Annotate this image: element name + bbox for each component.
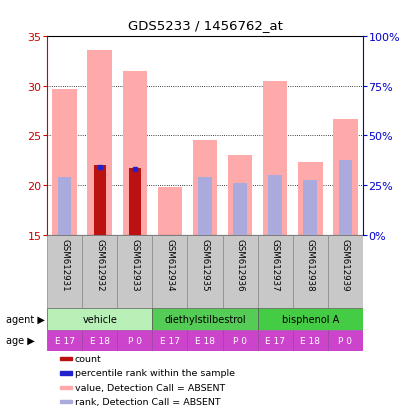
Bar (297, 163, 322, 235)
Bar (268, 176, 281, 235)
Text: GDS5233 / 1456762_at: GDS5233 / 1456762_at (127, 19, 282, 31)
Bar (332, 119, 357, 235)
Text: E 18: E 18 (195, 336, 214, 345)
Text: P 0: P 0 (128, 336, 142, 345)
FancyBboxPatch shape (187, 330, 222, 351)
Bar (338, 161, 351, 235)
FancyBboxPatch shape (47, 235, 82, 308)
Bar (157, 188, 182, 235)
FancyBboxPatch shape (152, 235, 187, 308)
Text: GSM612936: GSM612936 (235, 239, 244, 291)
Bar (93, 166, 106, 235)
Text: percentile rank within the sample: percentile rank within the sample (74, 368, 234, 377)
Text: rank, Detection Call = ABSENT: rank, Detection Call = ABSENT (74, 397, 220, 406)
Bar (60, 372, 72, 375)
Text: E 17: E 17 (265, 336, 285, 345)
Bar (233, 183, 246, 235)
Text: E 17: E 17 (54, 336, 74, 345)
Bar (60, 357, 72, 360)
FancyBboxPatch shape (222, 330, 257, 351)
FancyBboxPatch shape (152, 308, 257, 330)
Bar (128, 169, 141, 235)
Text: E 18: E 18 (90, 336, 110, 345)
Text: bisphenol A: bisphenol A (281, 314, 338, 324)
FancyBboxPatch shape (257, 308, 362, 330)
FancyBboxPatch shape (47, 330, 82, 351)
Text: GSM612933: GSM612933 (130, 239, 139, 291)
Bar (227, 156, 252, 235)
Text: agent ▶: agent ▶ (6, 314, 45, 324)
Text: vehicle: vehicle (82, 314, 117, 324)
Text: GSM612935: GSM612935 (200, 239, 209, 291)
Bar (198, 178, 211, 235)
Bar (122, 72, 147, 235)
Text: GSM612932: GSM612932 (95, 239, 104, 291)
Text: GSM612939: GSM612939 (340, 239, 349, 291)
Text: P 0: P 0 (337, 336, 351, 345)
Text: GSM612938: GSM612938 (305, 239, 314, 291)
Text: GSM612934: GSM612934 (165, 239, 174, 291)
FancyBboxPatch shape (257, 235, 292, 308)
Bar (60, 400, 72, 403)
Text: GSM612931: GSM612931 (60, 239, 69, 291)
Text: E 17: E 17 (160, 336, 180, 345)
Bar (262, 82, 287, 235)
FancyBboxPatch shape (292, 330, 327, 351)
Bar (192, 141, 217, 235)
Text: age ▶: age ▶ (6, 336, 35, 346)
FancyBboxPatch shape (47, 308, 152, 330)
Text: value, Detection Call = ABSENT: value, Detection Call = ABSENT (74, 383, 224, 392)
Bar (52, 90, 77, 235)
FancyBboxPatch shape (117, 330, 152, 351)
Text: P 0: P 0 (232, 336, 247, 345)
Text: E 18: E 18 (299, 336, 319, 345)
FancyBboxPatch shape (222, 235, 257, 308)
FancyBboxPatch shape (327, 330, 362, 351)
Bar (58, 178, 71, 235)
FancyBboxPatch shape (292, 235, 327, 308)
Bar (303, 180, 316, 235)
Text: GSM612937: GSM612937 (270, 239, 279, 291)
Bar (87, 51, 112, 235)
FancyBboxPatch shape (152, 330, 187, 351)
Bar (60, 386, 72, 389)
FancyBboxPatch shape (187, 235, 222, 308)
Text: count: count (74, 354, 101, 363)
FancyBboxPatch shape (257, 330, 292, 351)
FancyBboxPatch shape (117, 235, 152, 308)
FancyBboxPatch shape (82, 235, 117, 308)
FancyBboxPatch shape (327, 235, 362, 308)
FancyBboxPatch shape (82, 330, 117, 351)
Text: diethylstilbestrol: diethylstilbestrol (164, 314, 245, 324)
